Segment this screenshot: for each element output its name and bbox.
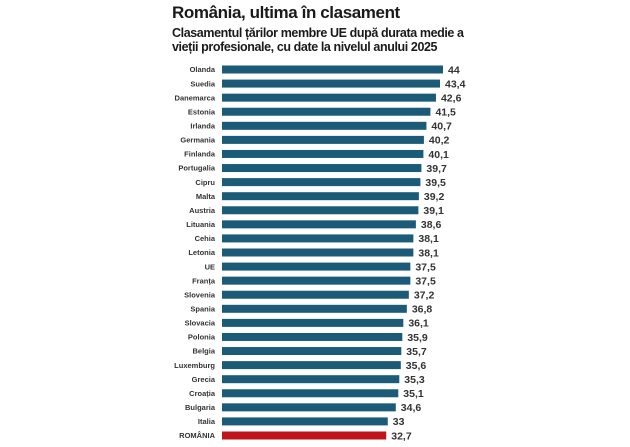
value-label: 40,2	[429, 135, 450, 147]
category-label: Croația	[189, 389, 216, 398]
value-label: 36,8	[412, 304, 433, 316]
value-label: 40,1	[428, 149, 449, 161]
value-label: 35,3	[404, 374, 425, 386]
bar	[222, 149, 424, 158]
value-label: 35,6	[406, 360, 427, 372]
bar	[222, 107, 431, 116]
bar-highlighted	[222, 431, 387, 440]
category-labels-group: Olanda Suedia Danemarca Estonia Irlanda Germa…	[174, 65, 216, 440]
category-label: Letonia	[188, 248, 215, 257]
bar	[222, 135, 424, 144]
value-label: 35,9	[407, 332, 428, 344]
category-label: Polonia	[188, 333, 216, 342]
value-label: 40,7	[431, 121, 452, 133]
category-label: Spania	[190, 305, 215, 314]
value-label: 44	[448, 64, 460, 76]
bar	[222, 248, 414, 257]
category-label: Irlanda	[190, 122, 215, 131]
value-label: 33	[393, 416, 405, 428]
bar	[222, 304, 407, 313]
value-label: 39,1	[423, 205, 444, 217]
value-label: 39,7	[426, 163, 447, 175]
category-label: Italia	[198, 417, 216, 426]
value-label: 39,5	[425, 177, 446, 189]
category-label: Olanda	[190, 65, 216, 74]
value-label: 37,2	[414, 290, 435, 302]
bar	[222, 234, 414, 243]
category-label: Slovacia	[185, 319, 216, 328]
bar	[222, 403, 396, 412]
value-label: 35,7	[406, 346, 427, 358]
category-label: Belgia	[192, 347, 215, 356]
bar	[222, 290, 409, 299]
bar	[222, 65, 443, 74]
value-label: 36,1	[408, 318, 429, 330]
category-label: Finlanda	[184, 150, 216, 159]
bar	[222, 276, 411, 285]
category-label: Portugalia	[178, 164, 216, 173]
bar	[222, 332, 403, 341]
category-label: Austria	[189, 206, 216, 215]
bar	[222, 318, 404, 327]
value-label: 42,6	[441, 92, 462, 104]
bar	[222, 192, 419, 201]
bar	[222, 79, 440, 88]
category-label: Lituania	[186, 220, 216, 229]
category-label: Bulgaria	[185, 403, 216, 412]
category-label: ROMÂNIA	[179, 431, 215, 440]
category-label: Estonia	[188, 107, 216, 116]
category-label: Malta	[196, 192, 216, 201]
bar	[222, 347, 402, 356]
category-label: Slovenia	[184, 290, 216, 299]
bar	[222, 417, 388, 426]
bar	[222, 121, 427, 130]
value-label: 34,6	[401, 402, 422, 414]
category-label: Grecia	[192, 375, 216, 384]
value-label: 39,2	[424, 191, 445, 203]
category-label: Cipru	[195, 178, 215, 187]
category-label: Germania	[180, 136, 215, 145]
bar	[222, 164, 422, 173]
category-label: Danemarca	[175, 93, 216, 102]
chart-title: România, ultima în clasament	[172, 3, 400, 22]
chart-subtitle: Clasamentul țărilor membre UE după durat…	[172, 26, 464, 54]
bar	[222, 389, 399, 398]
value-label: 37,5	[415, 275, 436, 287]
value-label: 35,1	[403, 388, 424, 400]
category-label: UE	[205, 262, 215, 271]
value-label: 38,1	[418, 233, 439, 245]
bar	[222, 178, 421, 187]
value-label: 38,6	[421, 219, 442, 231]
value-label: 38,1	[418, 247, 439, 259]
category-label: Franța	[192, 276, 216, 285]
bars-group	[222, 65, 443, 440]
bar	[222, 262, 411, 271]
bar	[222, 206, 419, 215]
category-label: Luxemburg	[174, 361, 215, 370]
bar	[222, 93, 436, 102]
bar	[222, 375, 400, 384]
bar	[222, 220, 416, 229]
category-label: Cehia	[195, 234, 216, 243]
value-labels-group: 44 43,4 42,6 41,5 40,7 40,2 40,1 39,7 39,5 39,2 39…	[391, 64, 465, 442]
category-label: Suedia	[190, 79, 215, 88]
value-label: 43,4	[445, 78, 466, 90]
value-label: 37,5	[415, 261, 436, 273]
value-label: 32,7	[391, 430, 412, 442]
bar	[222, 361, 401, 370]
value-label: 41,5	[435, 107, 456, 119]
